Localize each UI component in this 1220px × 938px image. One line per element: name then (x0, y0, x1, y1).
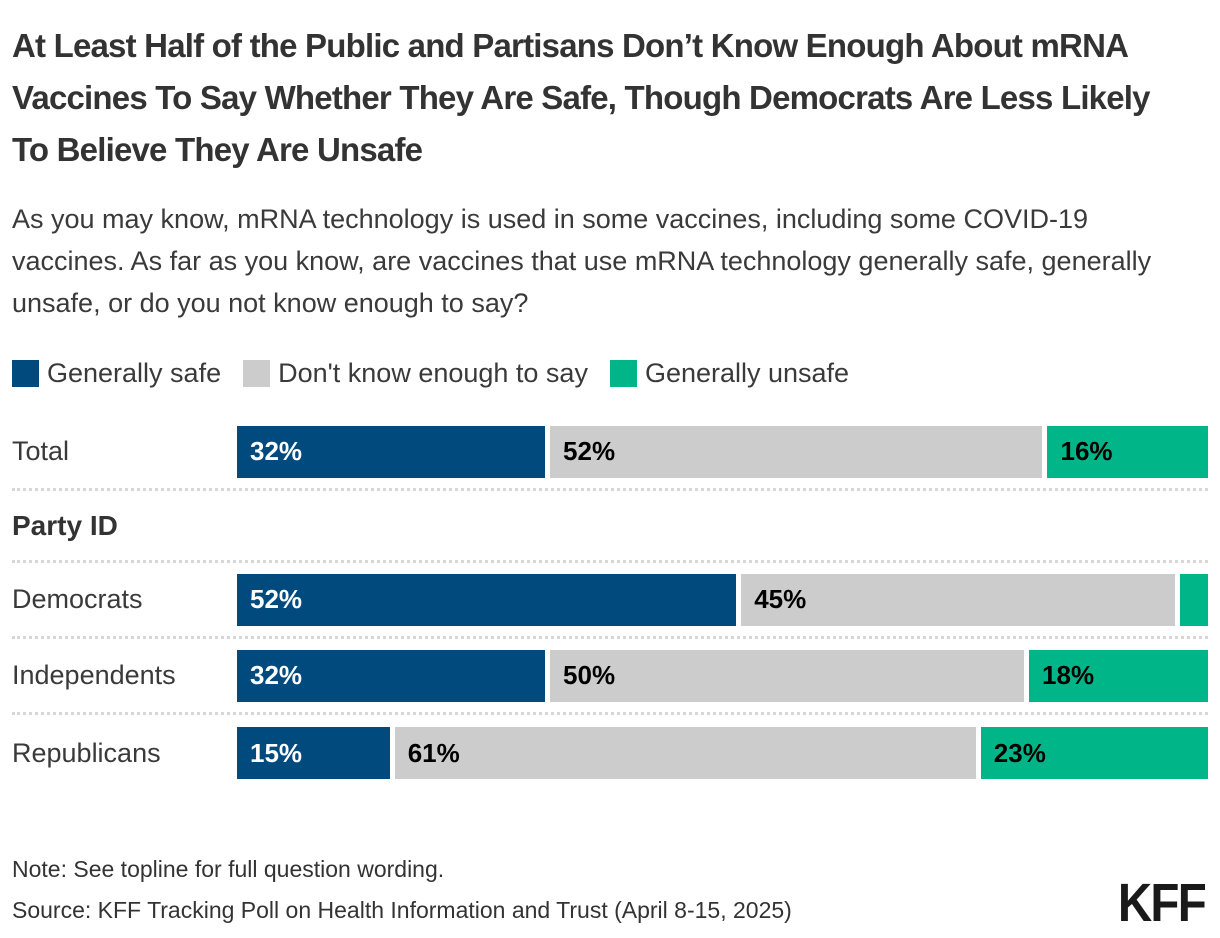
note-text: Note: See topline for full question word… (12, 856, 445, 882)
segment-value-label: 32% (250, 660, 303, 690)
source-text: Source: KFF Tracking Poll on Health Info… (12, 897, 792, 923)
row-label: Republicans (12, 737, 161, 768)
bar-segment: 52% (237, 573, 737, 626)
section-label: Party ID (12, 509, 118, 541)
bar-segment: 23% (980, 727, 1208, 779)
bar-segment: 45% (741, 573, 1175, 626)
legend-label: Don't know enough to say (278, 358, 588, 388)
row-label: Independents (12, 660, 176, 690)
legend-swatch-dont-know (243, 360, 271, 387)
kff-logo: KFF (1117, 873, 1207, 933)
bar-segment: 15% (237, 727, 390, 779)
legend: Generally safe Don't know enough to say … (12, 358, 1208, 389)
bar-segment (1179, 573, 1208, 626)
segment-value-label: 32% (250, 436, 303, 466)
chart-row: Democrats 52% 45% (12, 563, 1208, 639)
bar-segment: 16% (1047, 425, 1208, 478)
segment-value-label: 23% (993, 737, 1046, 768)
legend-label: Generally safe (47, 358, 222, 388)
segment-value-label: 50% (563, 660, 616, 690)
bar-segment: 18% (1029, 649, 1208, 702)
segment-value-label: 15% (250, 737, 303, 768)
bar-segment: 52% (550, 425, 1043, 478)
chart-footer: Note: See topline for full question word… (12, 856, 792, 924)
chart-row: Total 32% 52% 16% (12, 415, 1208, 491)
segment-value-label: 61% (407, 737, 460, 768)
legend-item-generally-safe: Generally safe (12, 358, 221, 389)
chart-row: Independents 32% 50% 18% (12, 639, 1208, 715)
bar-track: 32% 52% 16% (237, 425, 1208, 478)
legend-item-dont-know: Don't know enough to say (243, 358, 588, 389)
bar-track: 15% 61% 23% (237, 727, 1208, 779)
stacked-bar-chart: Total 32% 52% 16% Party ID Democrats 52% 45% Ind… (12, 415, 1208, 791)
segment-value-label: 45% (754, 584, 807, 614)
segment-value-label: 18% (1042, 660, 1095, 690)
bar-segment: 32% (237, 649, 546, 702)
bar-track: 52% 45% (237, 573, 1208, 626)
bar-segment: 32% (237, 425, 546, 478)
chart-title: At Least Half of the Public and Partisan… (12, 27, 1151, 168)
legend-swatch-generally-unsafe (609, 360, 637, 387)
row-label: Total (12, 436, 70, 466)
legend-label: Generally unsafe (644, 358, 850, 388)
legend-item-generally-unsafe: Generally unsafe (609, 358, 850, 389)
bar-segment: 61% (394, 727, 976, 779)
chart-row: Republicans 15% 61% 23% (12, 715, 1208, 791)
segment-value-label: 52% (563, 436, 616, 466)
segment-value-label: 52% (250, 584, 303, 614)
bar-track: 32% 50% 18% (237, 649, 1208, 702)
row-label: Democrats (12, 584, 143, 614)
chart-subtitle: As you may know, mRNA technology is used… (12, 204, 1152, 318)
section-row: Party ID (12, 491, 1208, 563)
segment-value-label: 16% (1060, 436, 1113, 466)
legend-swatch-generally-safe (12, 360, 39, 387)
bar-segment: 50% (550, 649, 1025, 702)
